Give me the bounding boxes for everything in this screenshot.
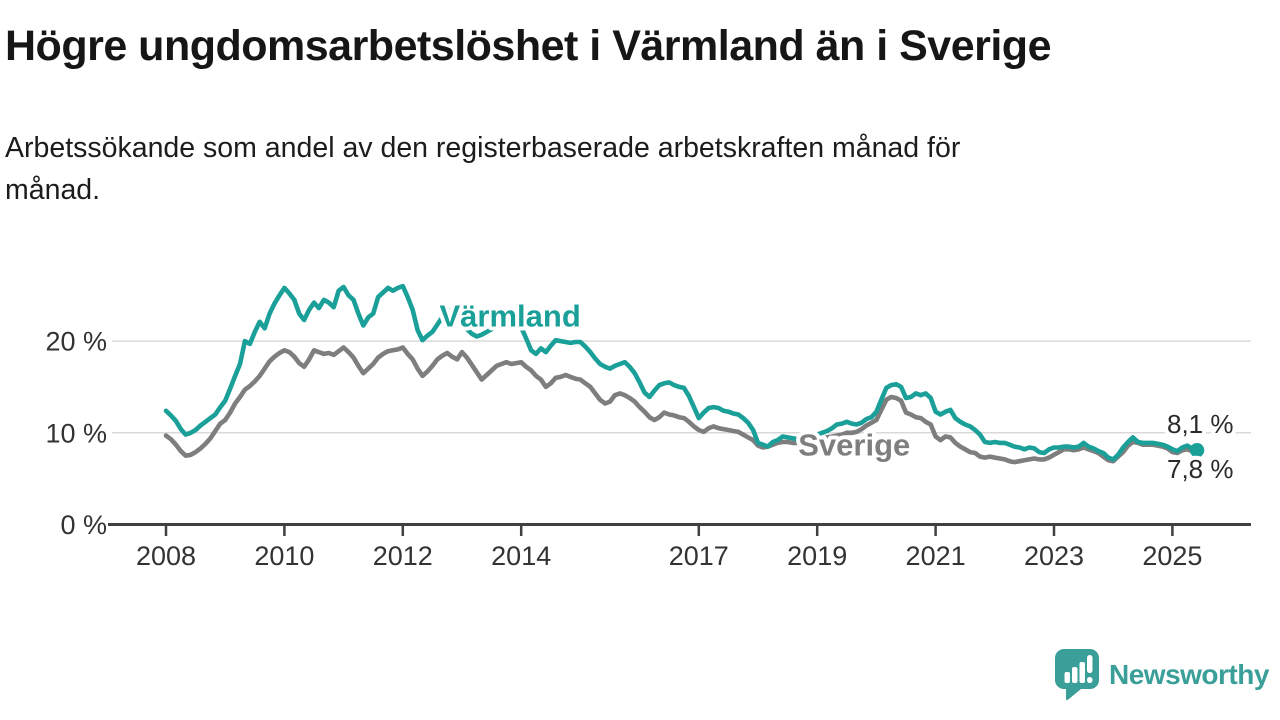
chart-title: Högre ungdomsarbetslöshet i Värmland än …	[5, 22, 1052, 70]
sverige-end-value: 7,8 %	[1167, 454, 1234, 484]
y-axis-label: 10 %	[45, 418, 107, 448]
logo-bar-1	[1064, 672, 1070, 683]
x-axis-label: 2023	[1024, 541, 1084, 571]
chart-subtitle: Arbetssökande som andel av den registerb…	[5, 132, 961, 206]
varmland-end-dot	[1189, 443, 1205, 458]
x-axis-label: 2025	[1142, 541, 1202, 571]
brand-name: Newsworthy	[1109, 659, 1269, 690]
x-axis-label: 2021	[906, 541, 966, 571]
y-axis-label: 20 %	[45, 327, 107, 357]
y-axis-label: 0 %	[60, 510, 107, 540]
logo-bar-2	[1072, 667, 1078, 683]
brand-footer: Newsworthy	[1054, 648, 1269, 702]
logo-exclamation-icon	[1087, 655, 1093, 673]
logo-bar-3	[1079, 662, 1085, 683]
x-axis-label: 2014	[491, 541, 551, 571]
sverige-label: Sverige	[798, 427, 910, 462]
x-axis-label: 2008	[136, 541, 196, 571]
vrmland-label: Värmland	[440, 298, 581, 333]
x-axis-label: 2012	[373, 541, 433, 571]
x-axis-label: 2019	[787, 541, 847, 571]
vrmland-line	[163, 283, 1200, 462]
x-axis-label: 2010	[254, 541, 314, 571]
x-axis-label: 2017	[669, 541, 729, 571]
newsworthy-logo-icon	[1055, 649, 1099, 701]
sverige-line	[163, 345, 1200, 465]
varmland-end-value: 8,1 %	[1167, 409, 1234, 439]
